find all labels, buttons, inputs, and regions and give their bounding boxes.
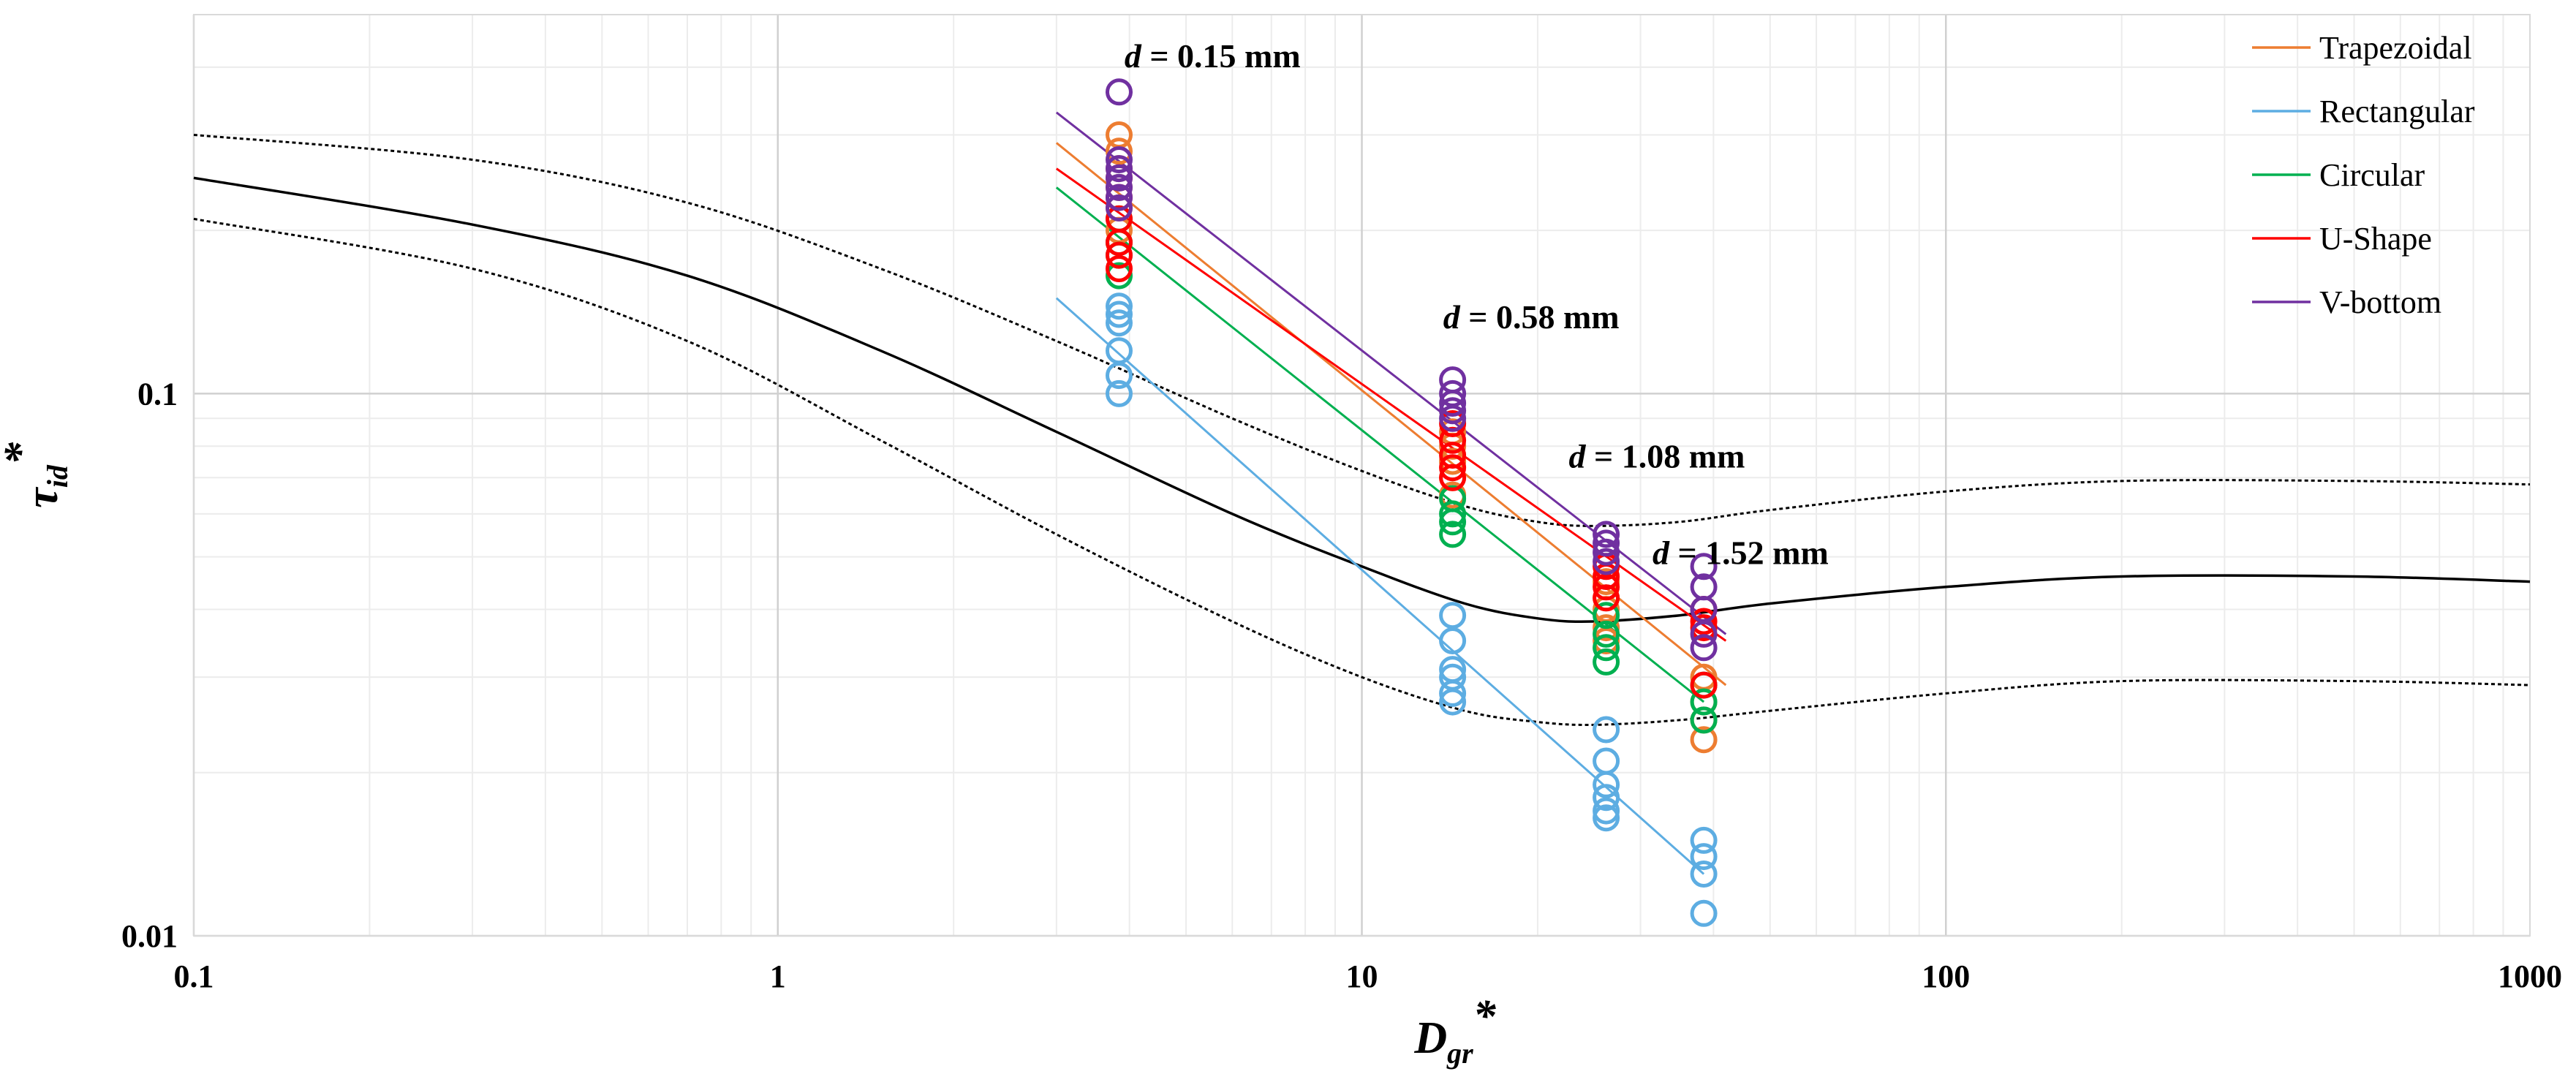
data-point — [1593, 620, 1620, 648]
data-point — [1106, 300, 1133, 328]
x-tick-label: 1 — [770, 958, 786, 994]
data-point — [1439, 521, 1467, 548]
data-point — [1690, 899, 1718, 927]
lower-bound-curve — [193, 217, 2531, 726]
annot-d015: d = 0.15 mm — [1125, 37, 1301, 75]
data-point — [1690, 553, 1718, 581]
data-point — [1593, 538, 1620, 566]
legend-label: Rectangular — [2319, 94, 2475, 129]
data-point — [1106, 309, 1133, 337]
x-tick-labels: 0.1 1 10 100 1000 — [174, 958, 2563, 994]
x-tick-label: 10 — [1346, 958, 1378, 994]
legend-item-trapezoidal: Trapezoidal — [2252, 30, 2472, 66]
data-point — [1106, 78, 1133, 106]
data-point — [1106, 137, 1133, 165]
data-point — [1106, 255, 1133, 282]
y-tick-label: 0.01 — [121, 918, 178, 954]
data-point — [1690, 634, 1718, 662]
data-point — [1690, 861, 1718, 888]
data-point — [1690, 671, 1718, 699]
legend-item-v-bottom: V-bottom — [2252, 284, 2441, 320]
data-point — [1593, 804, 1620, 832]
data-point — [1439, 390, 1467, 417]
legend-label: Trapezoidal — [2319, 30, 2472, 66]
data-point — [1593, 648, 1620, 676]
fit-line-v-bottom — [1055, 111, 1727, 635]
data-point — [1690, 826, 1718, 854]
data-point — [1439, 679, 1467, 707]
y-axis-title: τid* — [0, 442, 74, 508]
data-point — [1439, 627, 1467, 654]
data-point — [1106, 241, 1133, 269]
reference-curve — [193, 176, 2531, 623]
annot-d108: d = 1.08 mm — [1569, 438, 1745, 475]
data-point — [1106, 262, 1133, 290]
series-rectangular — [1106, 292, 1718, 927]
data-point — [1593, 602, 1620, 629]
x-tick-label: 1000 — [2498, 958, 2562, 994]
data-point — [1106, 362, 1133, 390]
legend-item-circular: Circular — [2252, 157, 2425, 193]
data-point — [1439, 688, 1467, 716]
data-point — [1439, 508, 1467, 536]
data-point — [1593, 584, 1620, 612]
data-point — [1106, 164, 1133, 192]
series-v-bottom — [1106, 78, 1718, 662]
x-tick-label: 100 — [1922, 958, 1970, 994]
data-point — [1439, 454, 1467, 482]
y-tick-labels: 0.01 0.1 — [121, 376, 178, 954]
data-point — [1593, 548, 1620, 575]
data-point — [1690, 688, 1718, 716]
data-point — [1593, 716, 1620, 744]
data-point — [1106, 292, 1133, 320]
data-point — [1593, 634, 1620, 662]
data-point — [1106, 173, 1133, 201]
data-point — [1690, 706, 1718, 734]
data-point — [1439, 500, 1467, 528]
data-point — [1439, 464, 1467, 491]
data-point — [1106, 146, 1133, 173]
data-point — [1690, 726, 1718, 754]
legend: Trapezoidal Rectangular Circular U-Shape V-b… — [2252, 30, 2475, 320]
data-point — [1106, 184, 1133, 211]
data-point — [1106, 379, 1133, 407]
x-axis-title: Dgr* — [1413, 991, 1496, 1070]
legend-item-u-shape: U-Shape — [2252, 221, 2432, 257]
data-point — [1690, 620, 1718, 648]
data-point — [1593, 771, 1620, 798]
y-tick-label: 0.1 — [137, 376, 178, 412]
data-point — [1593, 784, 1620, 812]
data-point — [1106, 229, 1133, 257]
plot-area-border — [193, 14, 2531, 937]
data-point — [1439, 602, 1467, 629]
data-markers — [1106, 78, 1718, 927]
annotations: d = 0.15 mm d = 0.58 mm d = 1.08 mm d = 1.5… — [1125, 37, 1829, 572]
legend-label: Circular — [2319, 157, 2425, 193]
legend-label: U-Shape — [2319, 221, 2432, 257]
annot-d152: d = 1.52 mm — [1653, 534, 1829, 571]
data-point — [1439, 404, 1467, 432]
data-point — [1690, 843, 1718, 871]
legend-label: V-bottom — [2319, 284, 2441, 320]
data-point — [1593, 797, 1620, 825]
data-point — [1593, 529, 1620, 557]
data-point — [1106, 194, 1133, 222]
data-point — [1593, 521, 1620, 548]
x-tick-label: 0.1 — [174, 958, 214, 994]
data-point — [1593, 573, 1620, 601]
annot-d058: d = 0.58 mm — [1443, 298, 1620, 336]
data-point — [1439, 397, 1467, 425]
data-point — [1106, 155, 1133, 183]
legend-item-rectangular: Rectangular — [2252, 94, 2475, 129]
